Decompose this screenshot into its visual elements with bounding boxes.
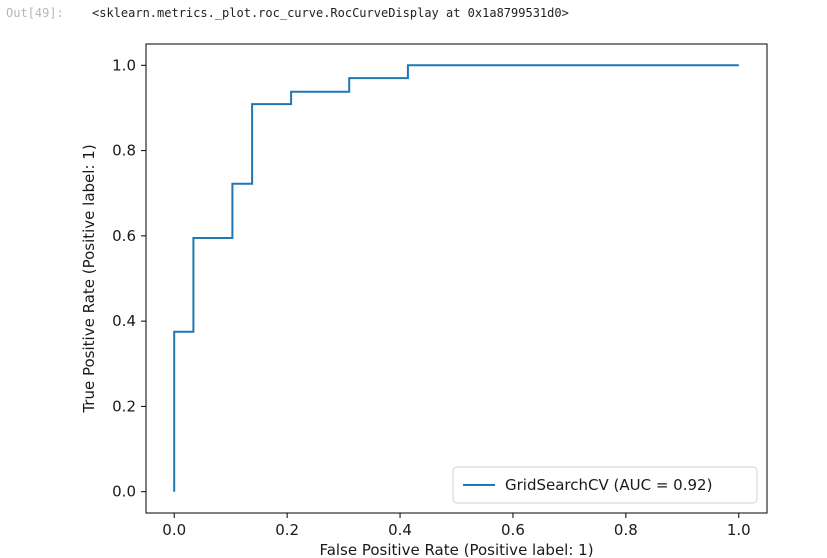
y-tick-label: 0.6 (112, 227, 136, 245)
x-tick-label: 0.4 (388, 521, 412, 539)
output-text: <sklearn.metrics._plot.roc_curve.RocCurv… (92, 6, 569, 20)
y-tick-label: 1.0 (112, 56, 136, 74)
y-tick-label: 0.2 (112, 397, 136, 415)
legend-box (452, 466, 758, 504)
x-tick-label: 0.2 (275, 521, 299, 539)
roc-curve-line (173, 64, 739, 492)
y-tick-label: 0.8 (112, 142, 136, 160)
y-tick-label: 0.0 (112, 483, 136, 501)
y-tick-label: 0.4 (112, 312, 136, 330)
x-tick-label: 0.6 (501, 521, 525, 539)
x-tick-label: 0.0 (162, 521, 186, 539)
y-axis-title: True Positive Rate (Positive label: 1) (80, 144, 98, 413)
output-prompt: Out[49]: (6, 6, 64, 20)
x-axis-title: False Positive Rate (Positive label: 1) (319, 541, 593, 558)
x-tick-label: 1.0 (727, 521, 751, 539)
plot-frame (145, 43, 768, 514)
x-tick-label: 0.8 (614, 521, 638, 539)
legend-label: GridSearchCV (AUC = 0.92) (505, 476, 712, 494)
